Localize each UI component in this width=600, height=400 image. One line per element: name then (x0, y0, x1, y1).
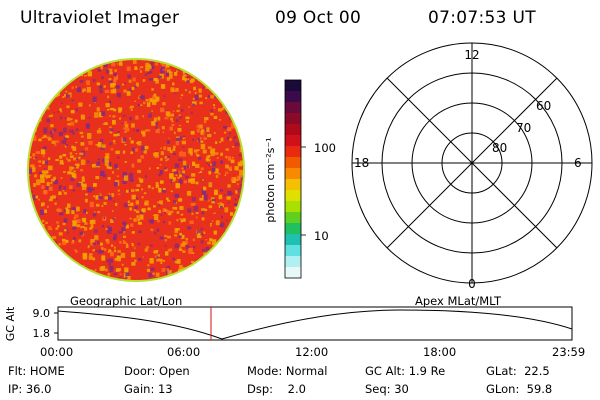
x-tick-1200: 12:00 (295, 345, 329, 359)
image-date: 09 Oct 00 (275, 8, 362, 28)
x-tick-0600: 06:00 (167, 345, 201, 359)
lat-label-60: 60 (536, 99, 551, 113)
colorbar: photon cm⁻²s⁻¹ (264, 79, 306, 279)
altitude-curve (57, 309, 573, 340)
instrument-title: Ultraviolet Imager (20, 8, 180, 28)
colorbar-tick-10: 10 (314, 229, 329, 243)
colorbar-cell (285, 267, 301, 279)
uv-earth-image (27, 58, 245, 282)
mlt-label-12: 12 (464, 48, 479, 62)
colorbar-cell (285, 212, 301, 224)
colorbar-cell (285, 179, 301, 191)
colorbar-unit-label: photon cm⁻²s⁻¹ (264, 137, 277, 222)
mlt-label-6: 6 (574, 156, 582, 170)
x-tick-1800: 18:00 (423, 345, 457, 359)
colorbar-cell (285, 223, 301, 235)
colorbar-tick-100: 100 (314, 141, 336, 155)
x-tick-0000: 00:00 (40, 345, 74, 359)
colorbar-cell (285, 91, 301, 103)
colorbar-cell (285, 190, 301, 202)
status-seq: Seq: 30 (365, 382, 409, 396)
colorbar-cell (285, 102, 301, 114)
status-flt: Flt: HOME (8, 364, 65, 378)
mlt-label-18: 18 (354, 156, 369, 170)
y-tick-9: 9.0 (33, 307, 51, 320)
colorbar-cell (285, 135, 301, 147)
colorbar-cell (285, 256, 301, 268)
status-glon: GLon: 59.8 (486, 382, 553, 396)
x-tick-2359: 23:59 (552, 345, 586, 359)
timeline-y-label: GC Alt (4, 306, 17, 341)
y-tick-1-8: 1.8 (33, 327, 51, 340)
colorbar-cell (285, 157, 301, 169)
image-time: 07:07:53 UT (428, 8, 536, 28)
timeline-left-title: Geographic Lat/Lon (70, 294, 183, 308)
colorbar-cell (285, 124, 301, 136)
status-door: Door: Open (124, 364, 190, 378)
status-glat: GLat: 22.5 (486, 364, 550, 378)
status-gc-alt: GC Alt: 1.9 Re (365, 364, 446, 378)
colorbar-cell (285, 234, 301, 246)
status-mode: Mode: Normal (247, 364, 328, 378)
colorbar-cell (285, 146, 301, 158)
timeline-right-title: Apex MLat/MLT (415, 294, 502, 308)
status-ip: IP: 36.0 (8, 382, 52, 396)
colorbar-cell (285, 201, 301, 213)
mlt-label-0: 0 (468, 277, 476, 291)
lat-label-70: 70 (516, 121, 531, 135)
colorbar-cell (285, 80, 301, 92)
polar-grid: 12 18 6 0 60 70 80 (351, 42, 593, 291)
colorbar-cell (285, 113, 301, 125)
colorbar-cell (285, 245, 301, 257)
altitude-timeline: GC Alt 9.0 1.8 (4, 306, 573, 341)
lat-label-80: 80 (492, 141, 507, 155)
colorbar-cell (285, 168, 301, 180)
status-gain: Gain: 13 (124, 382, 173, 396)
status-dsp: Dsp: 2.0 (247, 382, 306, 396)
